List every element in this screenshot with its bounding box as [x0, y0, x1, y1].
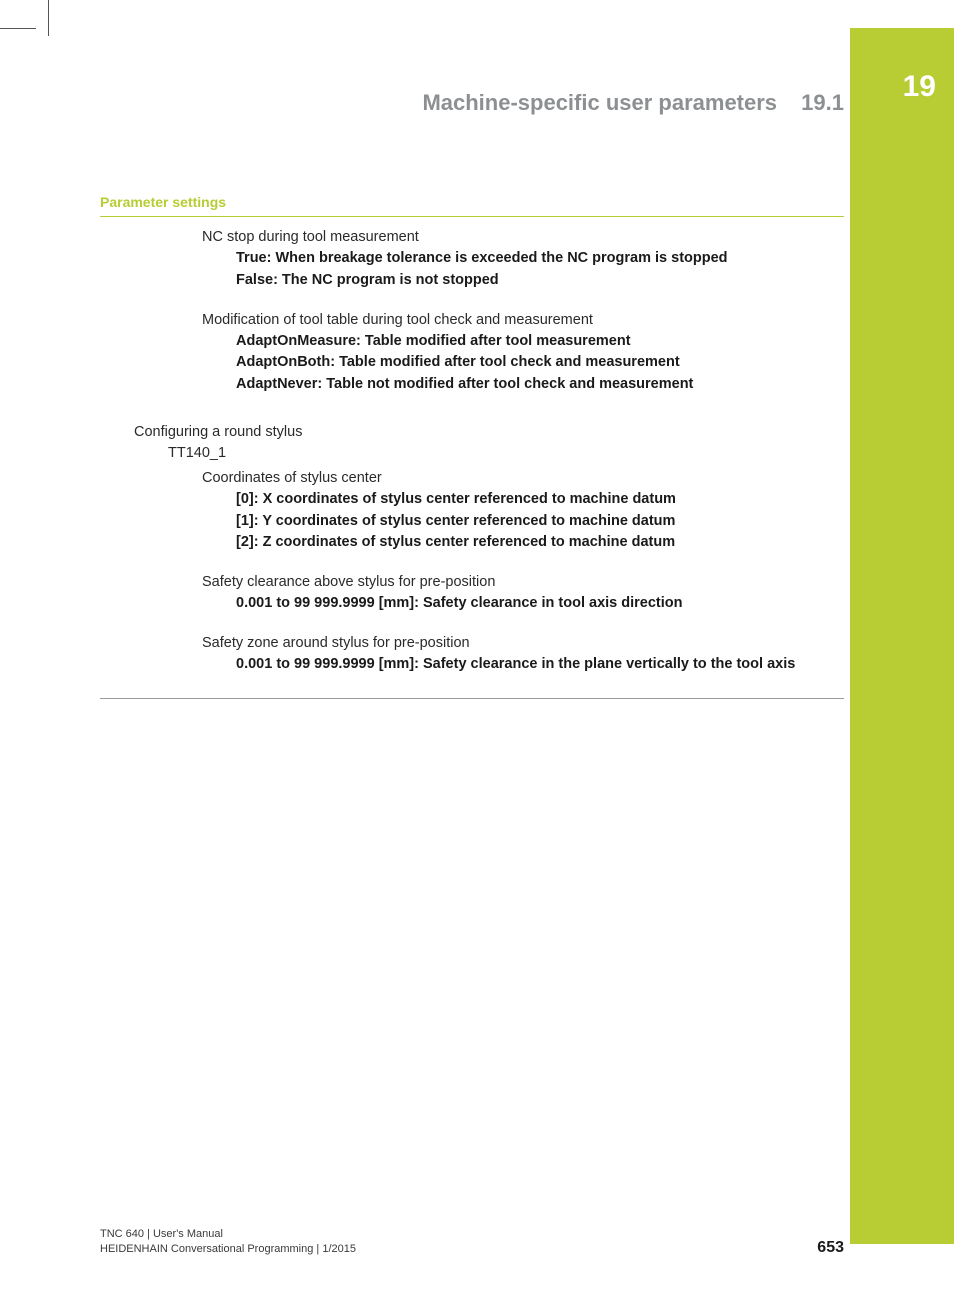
- param-round-stylus: Configuring a round stylus TT140_1 Coord…: [134, 422, 844, 676]
- param-label: Configuring a round stylus: [134, 422, 844, 443]
- footer-text: TNC 640 | User's Manual HEIDENHAIN Conve…: [100, 1227, 356, 1257]
- param-value: [0]: X coordinates of stylus center refe…: [236, 489, 844, 511]
- crop-marks: [0, 0, 60, 60]
- section-heading: Parameter settings: [100, 194, 844, 217]
- param-label: Coordinates of stylus center: [202, 468, 844, 489]
- param-value: [1]: Y coordinates of stylus center refe…: [236, 511, 844, 533]
- param-value: False: The NC program is not stopped: [236, 270, 844, 292]
- param-label: Modification of tool table during tool c…: [202, 310, 844, 331]
- param-value: AdaptOnMeasure: Table modified after too…: [236, 331, 844, 353]
- footer-line-2: HEIDENHAIN Conversational Programming | …: [100, 1242, 356, 1257]
- side-tab: 19: [850, 28, 954, 1244]
- param-value: AdaptOnBoth: Table modified after tool c…: [236, 352, 844, 374]
- param-value: AdaptNever: Table not modified after too…: [236, 374, 844, 396]
- page-content: Machine-specific user parameters 19.1 Pa…: [100, 90, 844, 699]
- page-header: Machine-specific user parameters 19.1: [100, 90, 844, 116]
- param-label: Safety zone around stylus for pre-positi…: [202, 633, 844, 654]
- param-value: 0.001 to 99 999.9999 [mm]: Safety cleara…: [236, 593, 844, 615]
- param-coords: Coordinates of stylus center [0]: X coor…: [202, 468, 844, 554]
- param-value: True: When breakage tolerance is exceede…: [236, 248, 844, 270]
- param-nc-stop: NC stop during tool measurement True: Wh…: [202, 227, 844, 292]
- footer-line-1: TNC 640 | User's Manual: [100, 1227, 356, 1242]
- header-title: Machine-specific user parameters: [422, 90, 777, 115]
- param-sublabel: TT140_1: [168, 443, 844, 464]
- header-section-number: 19.1: [801, 90, 844, 115]
- page-footer: TNC 640 | User's Manual HEIDENHAIN Conve…: [100, 1227, 844, 1257]
- param-safety-above: Safety clearance above stylus for pre-po…: [202, 572, 844, 615]
- param-safety-zone: Safety zone around stylus for pre-positi…: [202, 633, 844, 676]
- param-value: 0.001 to 99 999.9999 [mm]: Safety cleara…: [236, 654, 844, 676]
- param-label: NC stop during tool measurement: [202, 227, 844, 248]
- footer-page-number: 653: [817, 1239, 844, 1257]
- content-divider: [100, 698, 844, 699]
- param-label: Safety clearance above stylus for pre-po…: [202, 572, 844, 593]
- param-mod-table: Modification of tool table during tool c…: [202, 310, 844, 396]
- chapter-number: 19: [903, 70, 936, 104]
- param-value: [2]: Z coordinates of stylus center refe…: [236, 532, 844, 554]
